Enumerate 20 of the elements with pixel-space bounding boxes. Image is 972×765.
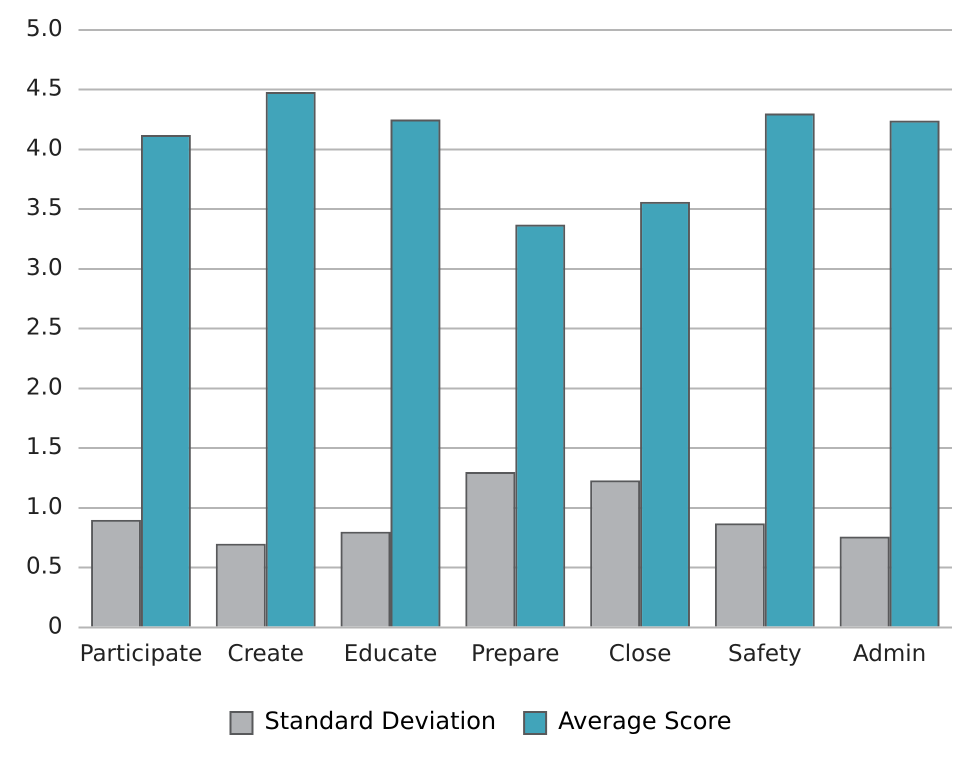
x-tick-label: Safety bbox=[728, 641, 802, 668]
x-tick-label: Participate bbox=[80, 641, 202, 668]
y-tick-label: 1.0 bbox=[26, 494, 63, 520]
y-tick-label: 1.5 bbox=[26, 434, 63, 460]
y-tick-label: 4.5 bbox=[26, 76, 63, 102]
y-tick-label: 2.5 bbox=[26, 314, 63, 341]
y-tick-label: 0.5 bbox=[26, 554, 63, 580]
x-tick-label: Close bbox=[608, 641, 672, 668]
legend-label: Average Score bbox=[558, 707, 732, 736]
y-tick-label: 0 bbox=[48, 613, 63, 640]
legend-label: Standard Deviation bbox=[264, 707, 496, 736]
y-tick-label: 5.0 bbox=[26, 16, 63, 42]
x-tick-label: Prepare bbox=[471, 641, 560, 668]
x-tick-label: Create bbox=[228, 641, 304, 668]
y-tick-label: 4.0 bbox=[26, 135, 63, 162]
x-tick-label: Educate bbox=[344, 641, 438, 668]
y-tick-label: 2.0 bbox=[26, 374, 63, 400]
y-tick-label: 3.5 bbox=[26, 195, 63, 222]
y-tick-label: 3.0 bbox=[26, 254, 63, 281]
x-tick-label: Admin bbox=[852, 641, 926, 668]
